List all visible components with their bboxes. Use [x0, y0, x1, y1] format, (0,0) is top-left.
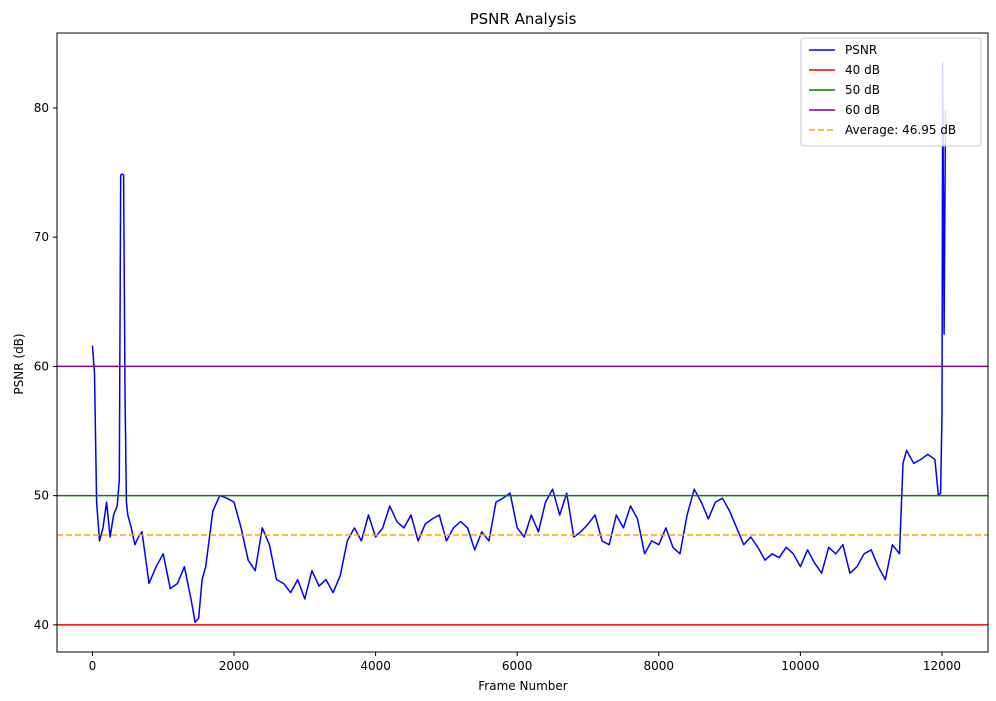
legend-label: 40 dB [845, 63, 880, 77]
axes-frame [56, 32, 989, 653]
x-tick-label: 4000 [360, 659, 391, 673]
x-tick-label: 8000 [644, 659, 675, 673]
y-tick-label: 50 [34, 489, 49, 503]
y-tick-label: 40 [34, 618, 49, 632]
y-tick-label: 60 [34, 359, 49, 373]
axes: 0 2000 4000 6000 8000 10000 12000 40 50 60 70 80 [34, 32, 989, 673]
x-tick-label: 0 [89, 659, 97, 673]
legend-label: 50 dB [845, 83, 880, 97]
x-tick-label: 2000 [219, 659, 250, 673]
legend-label: PSNR [845, 43, 877, 57]
y-tick-label: 80 [34, 101, 49, 115]
legend-box [800, 37, 982, 147]
x-tick-label: 10000 [781, 659, 819, 673]
legend-label: Average: 46.95 dB [845, 123, 956, 137]
series-line-psnr [91, 61, 947, 624]
y-tick-label: 70 [34, 230, 49, 244]
y-axis-title: PSNR (dB) [12, 333, 26, 394]
x-axis-title: Frame Number [478, 679, 567, 693]
plot-area [57, 61, 988, 626]
legend: PSNR 40 dB 50 dB 60 dB Average: 46.95 dB [800, 37, 982, 147]
x-tick-label: 12000 [923, 659, 961, 673]
x-tick-label: 6000 [502, 659, 533, 673]
legend-label: 60 dB [845, 103, 880, 117]
chart-title: PSNR Analysis [470, 10, 577, 28]
